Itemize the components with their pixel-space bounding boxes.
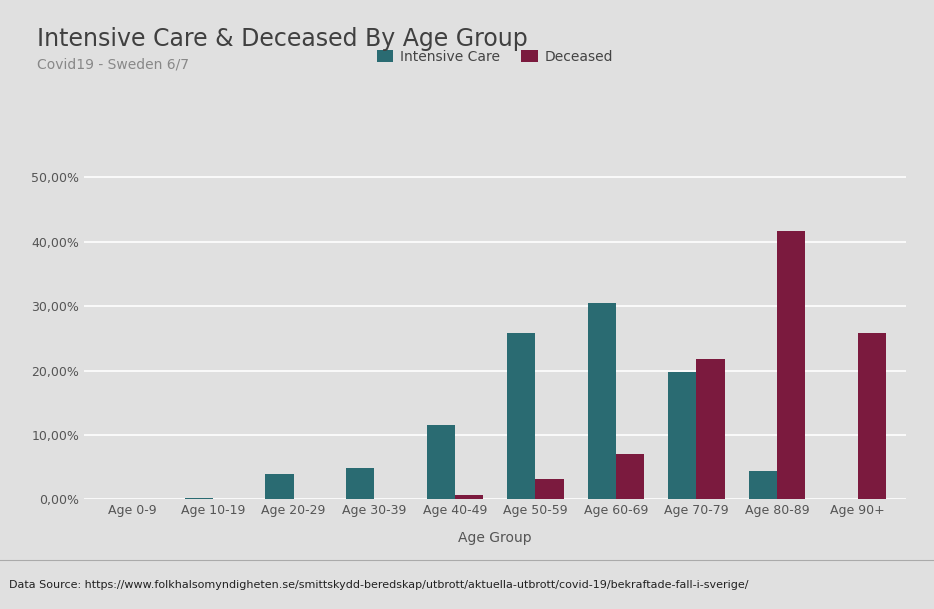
Text: Intensive Care & Deceased By Age Group: Intensive Care & Deceased By Age Group xyxy=(37,27,528,51)
Bar xyxy=(749,471,777,499)
Bar xyxy=(507,333,535,499)
Legend: Intensive Care, Deceased: Intensive Care, Deceased xyxy=(371,44,619,69)
Bar xyxy=(455,495,483,499)
Bar xyxy=(587,303,616,499)
Bar xyxy=(777,231,805,499)
Bar xyxy=(668,373,697,499)
Bar xyxy=(857,333,885,499)
Bar xyxy=(185,498,213,499)
Bar xyxy=(535,479,563,499)
Bar xyxy=(616,454,644,499)
Text: Data Source: https://www.folkhalsomyndigheten.se/smittskydd-beredskap/utbrott/ak: Data Source: https://www.folkhalsomyndig… xyxy=(9,580,749,590)
X-axis label: Age Group: Age Group xyxy=(459,531,531,545)
Bar xyxy=(697,359,725,499)
Text: Covid19 - Sweden 6/7: Covid19 - Sweden 6/7 xyxy=(37,58,190,72)
Bar xyxy=(346,468,375,499)
Bar xyxy=(427,425,455,499)
Bar xyxy=(265,474,293,499)
